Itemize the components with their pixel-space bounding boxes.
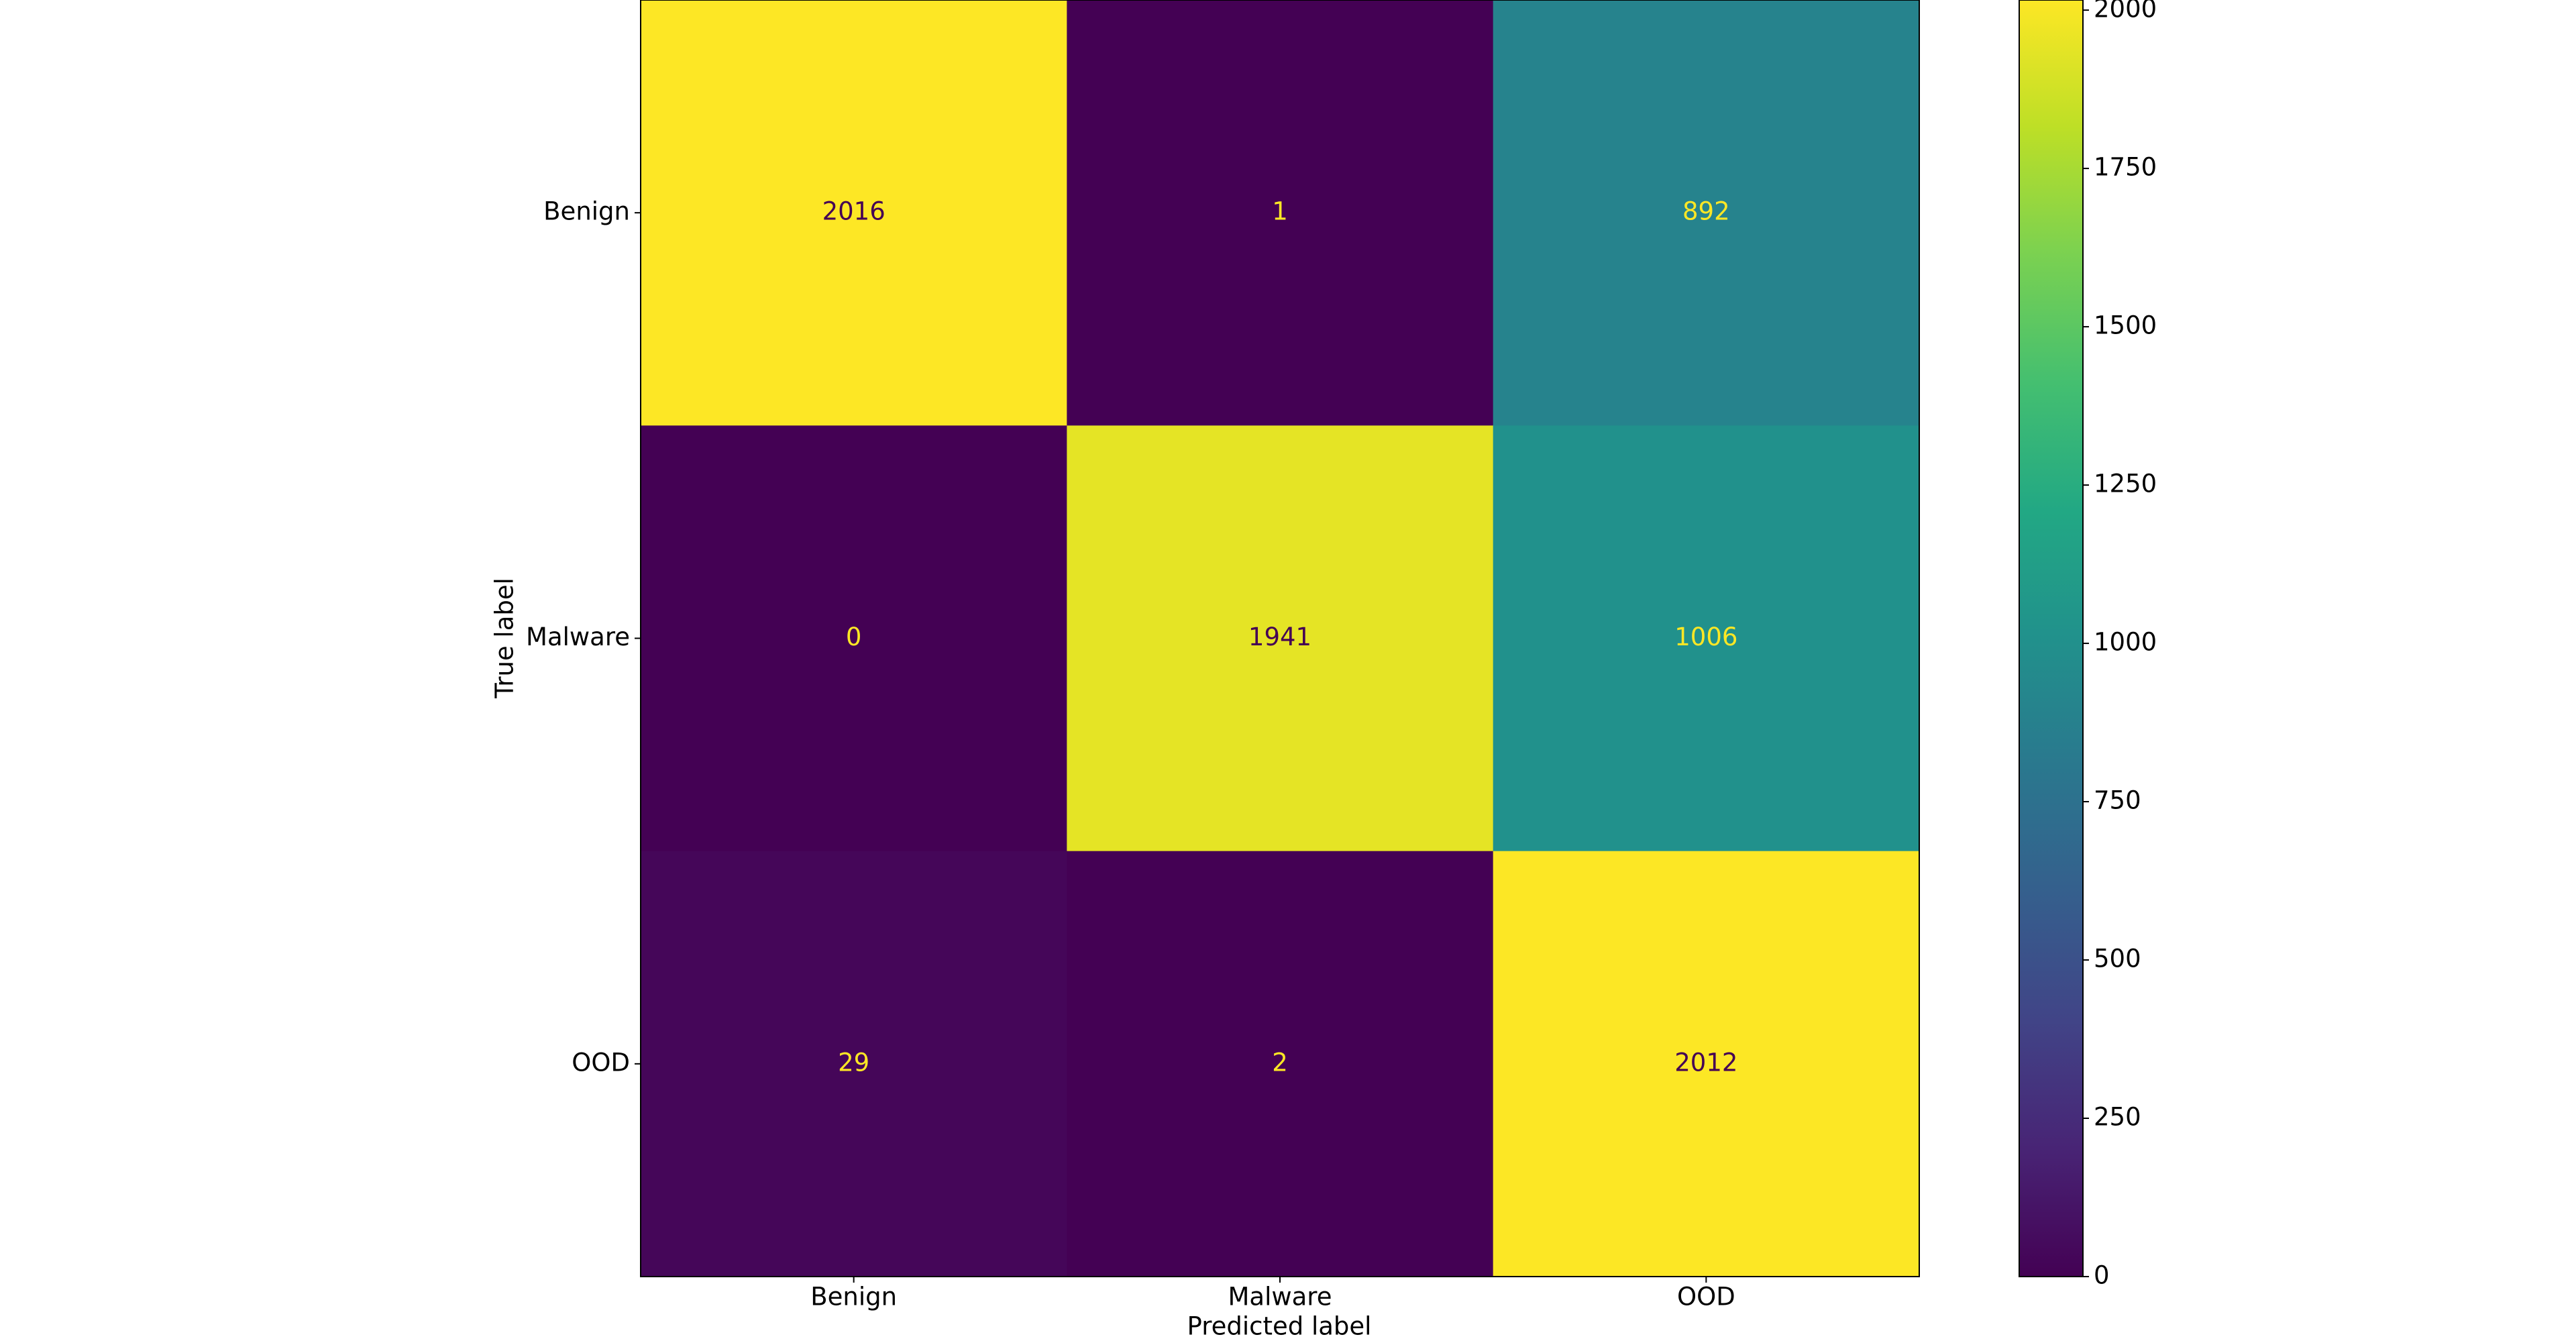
y-tick-label: Benign	[543, 197, 630, 226]
cell-label: 1	[1272, 197, 1288, 226]
cell-label: 1941	[1248, 623, 1311, 651]
y-axis-label: True label	[490, 578, 519, 699]
colorbar-tick-label: 500	[2094, 945, 2141, 973]
y-tick-label: Malware	[526, 623, 630, 651]
cell-label: 1006	[1674, 623, 1737, 651]
heatmap-cell	[1067, 0, 1494, 426]
colorbar-tick-label: 0	[2094, 1261, 2110, 1290]
cell-label: 0	[846, 623, 862, 651]
heatmap-cell	[641, 851, 1067, 1277]
colorbar-tick-label: 250	[2094, 1103, 2141, 1132]
heatmap-cell	[1493, 425, 1920, 852]
heatmap-cell	[1493, 0, 1920, 426]
colorbar-tick-label: 2000	[2094, 0, 2157, 23]
x-tick-label: OOD	[1677, 1283, 1735, 1311]
x-axis-label: Predicted label	[1187, 1312, 1372, 1341]
heatmap-cell	[641, 425, 1067, 852]
y-tick-label: OOD	[572, 1048, 630, 1077]
colorbar-tick-label: 1500	[2094, 311, 2157, 340]
colorbar	[2019, 0, 2084, 1277]
cell-label: 2012	[1674, 1048, 1737, 1077]
heatmap-cell	[1067, 425, 1494, 852]
colorbar-tick-label: 750	[2094, 786, 2141, 815]
x-tick-label: Benign	[810, 1283, 897, 1311]
cell-label: 2	[1272, 1048, 1288, 1077]
colorbar-tick-label: 1000	[2094, 628, 2157, 657]
heatmap-cell	[641, 0, 1067, 426]
cell-label: 892	[1682, 197, 1730, 226]
heatmap-cell	[1493, 851, 1920, 1277]
x-tick-label: Malware	[1228, 1283, 1332, 1311]
colorbar-tick-label: 1750	[2094, 153, 2157, 182]
cell-label: 2016	[822, 197, 885, 226]
colorbar-tick-label: 1250	[2094, 470, 2157, 498]
cell-label: 29	[838, 1048, 869, 1077]
heatmap-cell	[1067, 851, 1494, 1277]
